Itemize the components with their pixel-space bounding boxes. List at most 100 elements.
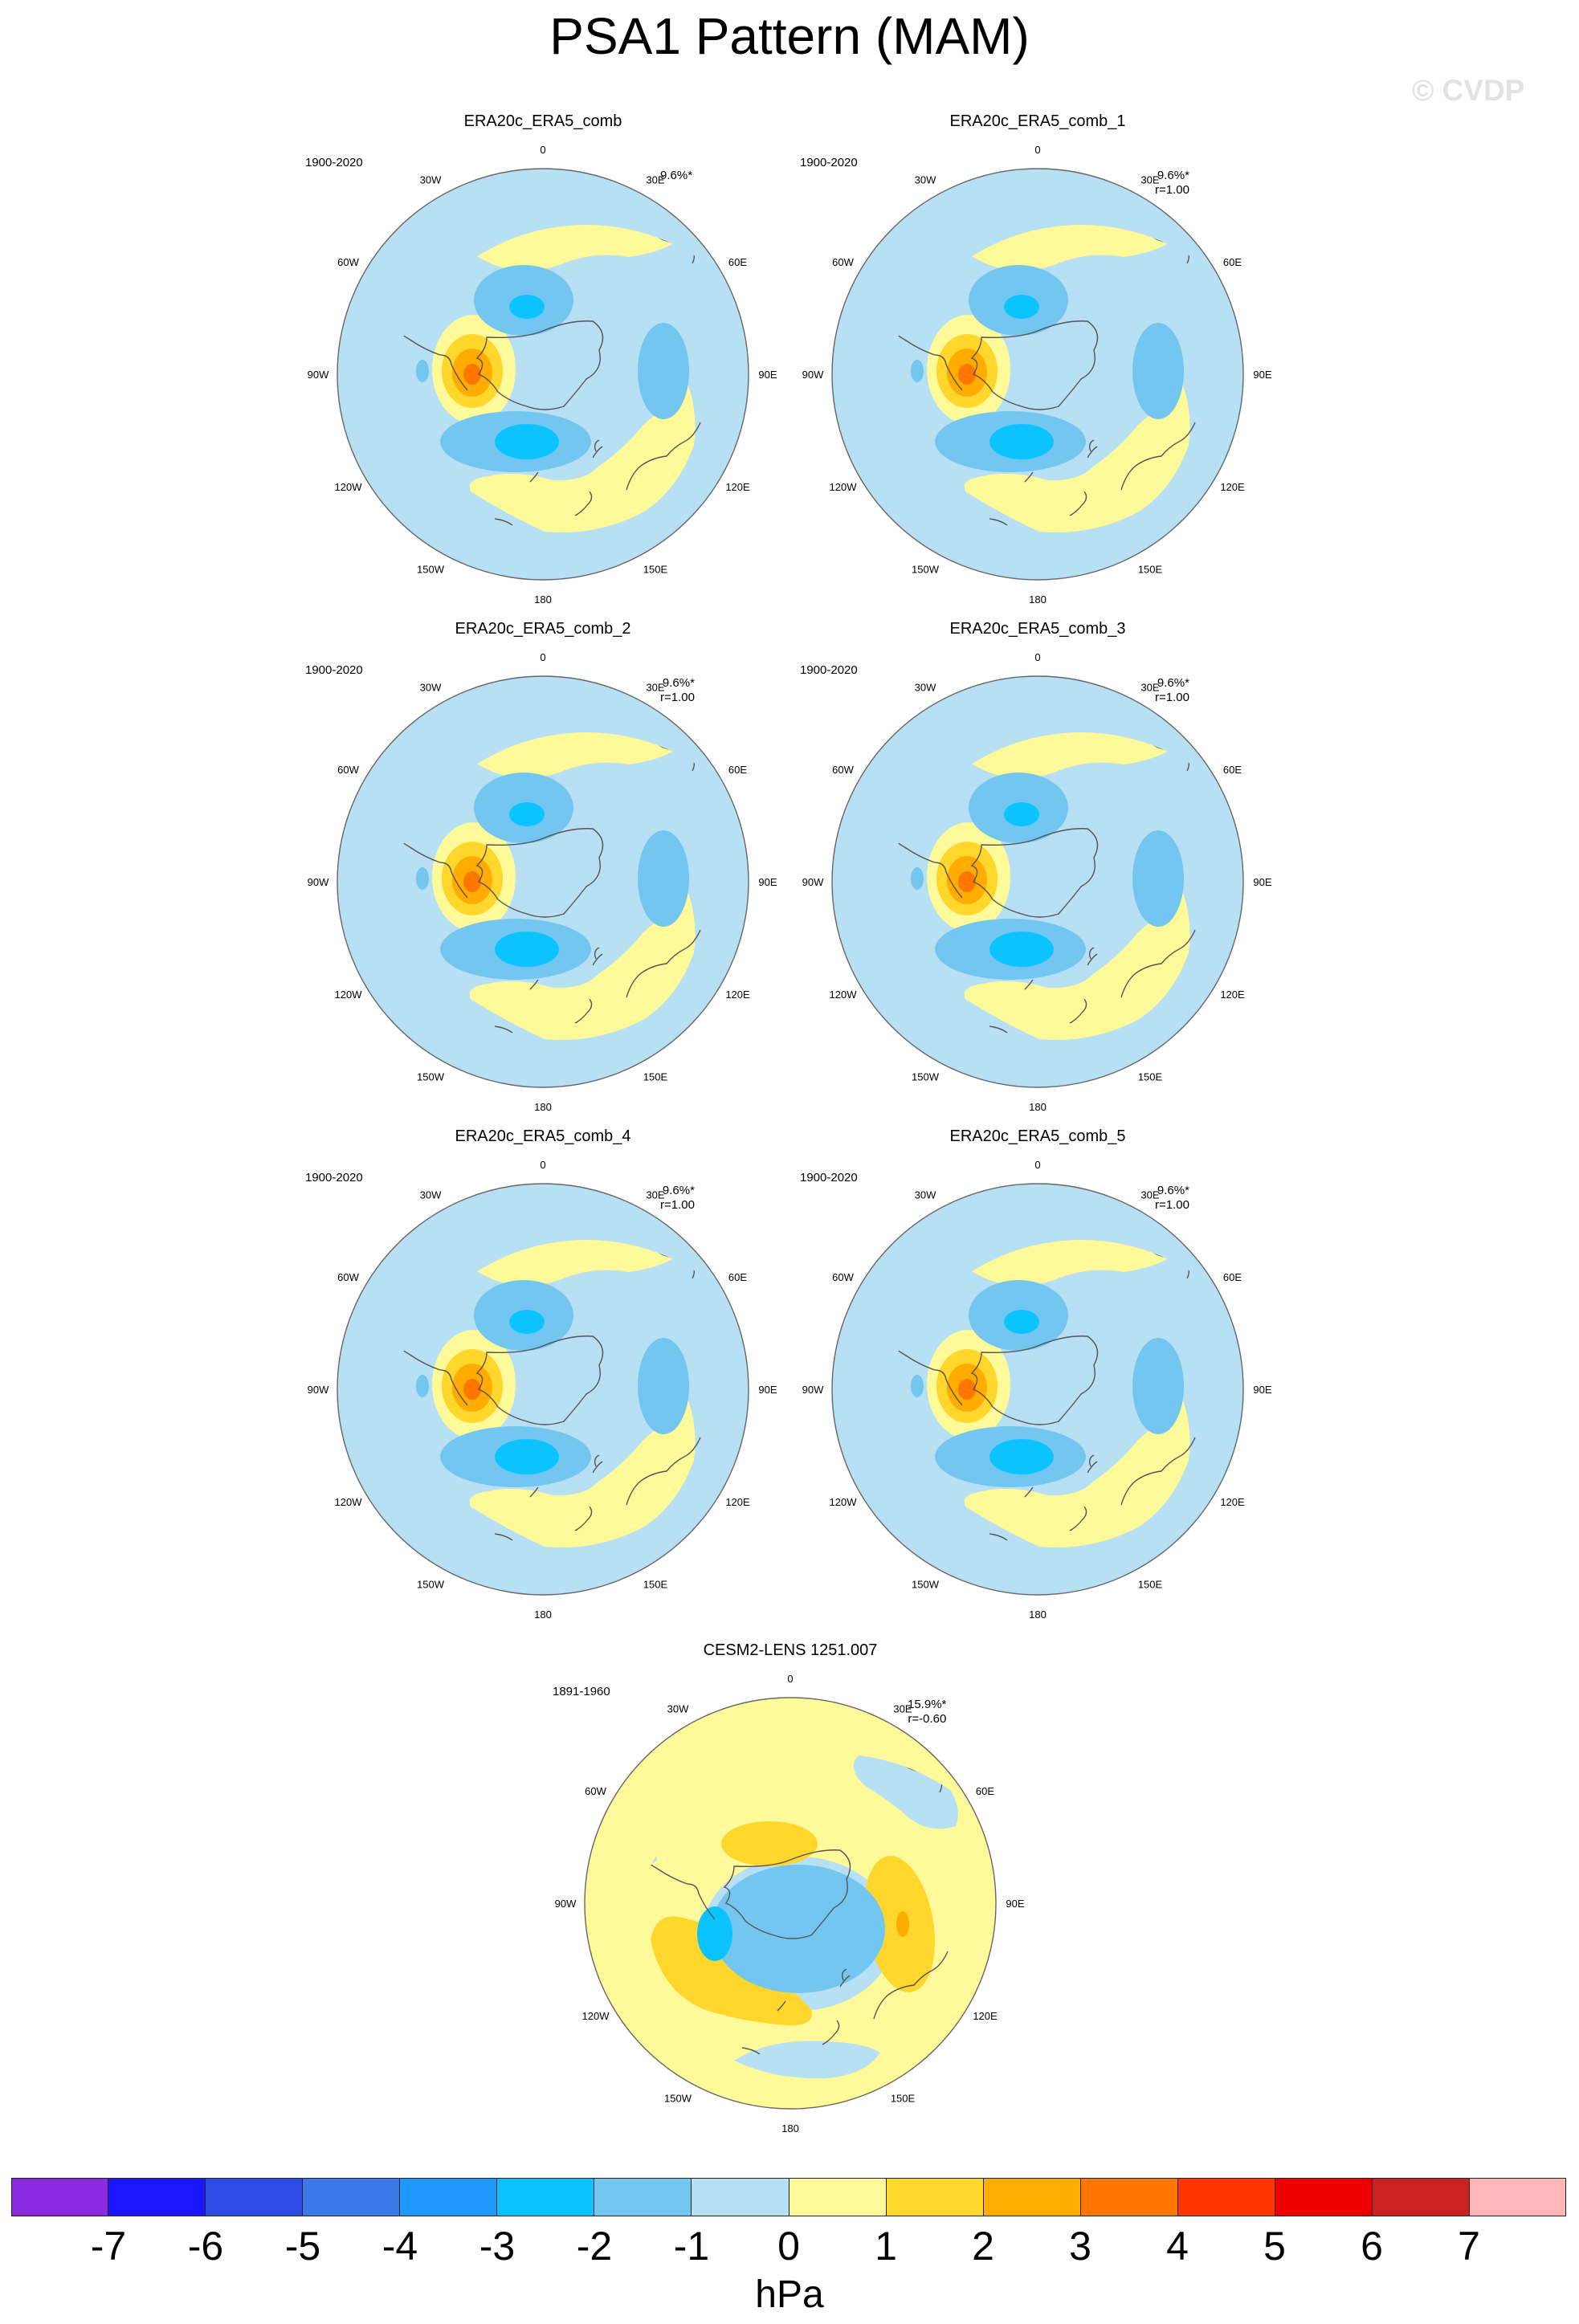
colorbar-tick-label: 7 bbox=[1458, 2224, 1480, 2269]
map-border bbox=[337, 168, 749, 581]
colorbar-box bbox=[1372, 2178, 1470, 2216]
longitude-label: 120W bbox=[582, 2010, 610, 2022]
contour-fill bbox=[989, 932, 1054, 967]
longitude-label: 60W bbox=[337, 764, 359, 776]
contour-fill bbox=[964, 379, 1190, 532]
contour-fill bbox=[495, 424, 559, 459]
coastline bbox=[475, 1335, 604, 1425]
contour-fill bbox=[416, 1375, 429, 1397]
contour-fill bbox=[854, 1754, 958, 1829]
longitude-label: 30E bbox=[893, 1703, 912, 1715]
longitude-label: 60W bbox=[585, 1785, 606, 1797]
contour-fill bbox=[638, 1338, 689, 1434]
longitude-label: 30E bbox=[1140, 682, 1159, 694]
panel-title: ERA20c_ERA5_comb bbox=[463, 112, 622, 130]
colorbar-tick-label: 2 bbox=[972, 2224, 994, 2269]
map-border bbox=[337, 675, 749, 1088]
longitude-label: 30E bbox=[1140, 1189, 1159, 1201]
colorbar-tick-label: 5 bbox=[1263, 2224, 1286, 2269]
contour-fill bbox=[416, 867, 429, 890]
contour-fill bbox=[509, 802, 545, 826]
polar-map: 0 30E 60E 90E 120E 150E 180 150W 120W 90W 60W 30W bbox=[308, 144, 777, 605]
colorbar-box bbox=[1080, 2178, 1178, 2216]
longitude-label: 30W bbox=[915, 682, 936, 694]
coastline bbox=[574, 998, 593, 1024]
contour-fill bbox=[455, 1240, 691, 1286]
longitude-label: 180 bbox=[534, 593, 552, 605]
coastline bbox=[494, 1533, 513, 1541]
contour-fill bbox=[964, 1394, 1190, 1547]
longitude-label: 180 bbox=[534, 1101, 552, 1113]
longitude-label: 30W bbox=[667, 1703, 689, 1715]
longitude-label: 120W bbox=[830, 989, 858, 1001]
page-title: PSA1 Pattern (MAM) bbox=[549, 7, 1030, 65]
contour-fill bbox=[911, 867, 924, 890]
contour-fill bbox=[1132, 830, 1184, 927]
colorbar-tick-label: -2 bbox=[576, 2224, 613, 2269]
stat-label: 15.9%* r=-0.60 bbox=[908, 1698, 946, 1727]
contour-fill bbox=[712, 1865, 885, 1993]
map-panel: 0 30E 60E 90E 120E 150E 180 150W 120W 90W 60W 30W E… bbox=[789, 1127, 1287, 1621]
longitude-label: 90W bbox=[802, 1384, 824, 1396]
contour-fill bbox=[1004, 295, 1039, 319]
longitude-label: 60W bbox=[337, 1271, 359, 1283]
stat-label: 9.6%* bbox=[660, 169, 692, 183]
period-label: 1900-2020 bbox=[800, 663, 858, 677]
map-panel: 0 30E 60E 90E 120E 150E 180 150W 120W 90W 60W 30W C… bbox=[541, 1641, 1039, 2134]
stat-label: 9.6%* r=1.00 bbox=[1155, 676, 1189, 705]
longitude-label: 90W bbox=[802, 369, 824, 381]
colorbar-box bbox=[206, 2178, 304, 2216]
colorbar-box bbox=[108, 2178, 206, 2216]
colorbar-box bbox=[497, 2178, 595, 2216]
longitude-label: 150E bbox=[1138, 564, 1163, 576]
colorbar-box bbox=[400, 2178, 498, 2216]
longitude-label: 150W bbox=[664, 2093, 692, 2105]
contour-fill bbox=[495, 932, 559, 967]
colorbar-tick-label: -3 bbox=[479, 2224, 516, 2269]
longitude-label: 60E bbox=[1223, 764, 1242, 776]
coastline bbox=[970, 1335, 1099, 1425]
longitude-label: 120E bbox=[1220, 1496, 1245, 1508]
map-panel: 0 30E 60E 90E 120E 150E 180 150W 120W 90W 60W 30W E… bbox=[789, 620, 1287, 1113]
contour-fill bbox=[721, 1821, 818, 1866]
polar-map: 0 30E 60E 90E 120E 150E 180 150W 120W 90W 60W 30W bbox=[802, 651, 1272, 1113]
contour-fill bbox=[949, 732, 1185, 779]
panel-title: ERA20c_ERA5_comb_4 bbox=[455, 1127, 631, 1145]
coastline bbox=[626, 1437, 701, 1506]
colorbar-box bbox=[1177, 2178, 1275, 2216]
coastline bbox=[723, 1849, 851, 1939]
longitude-label: 120E bbox=[725, 481, 750, 493]
pattern-correlation: r=-0.60 bbox=[908, 1712, 947, 1726]
polar-map: 0 30E 60E 90E 120E 150E 180 150W 120W 90W 60W 30W bbox=[802, 1159, 1272, 1621]
longitude-label: 0 bbox=[540, 651, 545, 663]
polar-map: 0 30E 60E 90E 120E 150E 180 150W 120W 90W 60W 30W bbox=[802, 144, 1272, 605]
panel-title: ERA20c_ERA5_comb_3 bbox=[949, 620, 1126, 638]
longitude-label: 120W bbox=[335, 1496, 363, 1508]
contour-fill bbox=[638, 323, 689, 419]
panel-title: ERA20c_ERA5_comb_1 bbox=[949, 112, 1126, 130]
coastline bbox=[1024, 979, 1034, 990]
polar-map: 0 30E 60E 90E 120E 150E 180 150W 120W 90W 60W 30W bbox=[308, 1159, 777, 1621]
longitude-label: 60W bbox=[832, 1271, 854, 1283]
contour-fill bbox=[958, 1379, 976, 1400]
longitude-label: 90E bbox=[1253, 369, 1271, 381]
colorbar-tick-label: 1 bbox=[875, 2224, 897, 2269]
panel-title: ERA20c_ERA5_comb_2 bbox=[455, 620, 631, 638]
contour-fill bbox=[509, 295, 545, 319]
colorbar-tick-label: 4 bbox=[1166, 2224, 1189, 2269]
map-panel: 0 30E 60E 90E 120E 150E 180 150W 120W 90W 60W 30W E… bbox=[789, 112, 1287, 605]
longitude-label: 60E bbox=[1223, 256, 1242, 268]
longitude-label: 150E bbox=[891, 2093, 916, 2105]
coastline bbox=[475, 828, 604, 918]
longitude-label: 120E bbox=[1220, 989, 1245, 1001]
coastline bbox=[592, 947, 603, 966]
longitude-label: 30W bbox=[420, 1189, 442, 1201]
pct-explained: 15.9%* bbox=[908, 1698, 947, 1711]
colorbar-tick-label: -1 bbox=[673, 2224, 710, 2269]
longitude-label: 150E bbox=[1138, 1579, 1163, 1591]
longitude-label: 30W bbox=[420, 682, 442, 694]
longitude-label: 120W bbox=[830, 481, 858, 493]
longitude-label: 60E bbox=[728, 1271, 747, 1283]
coastline bbox=[494, 1025, 513, 1034]
longitude-label: 150W bbox=[912, 1071, 940, 1083]
